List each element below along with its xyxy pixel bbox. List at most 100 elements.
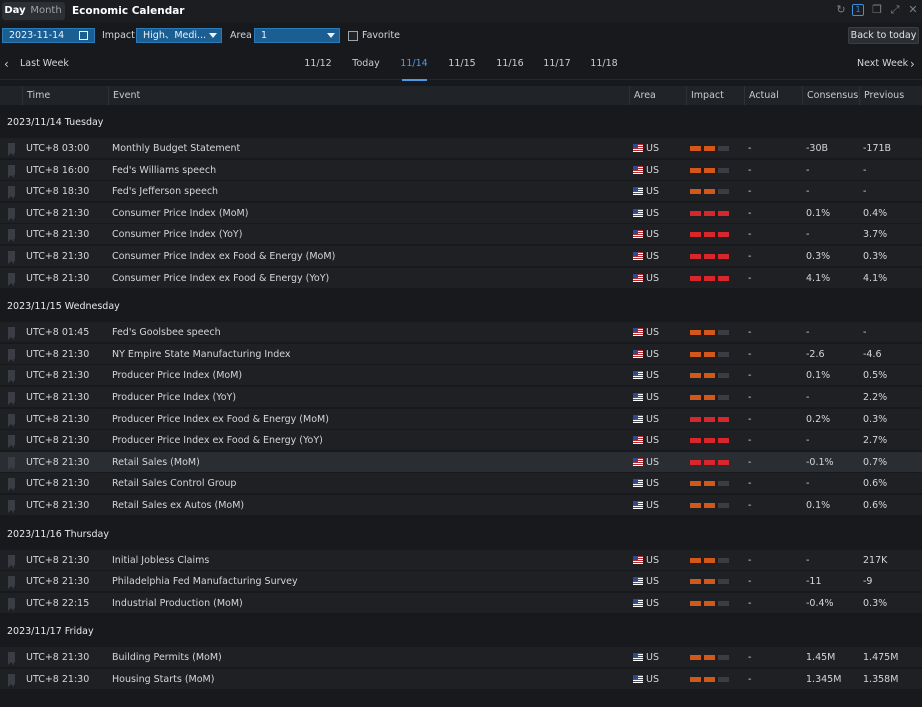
back-to-today-button[interactable]: Back to today (848, 27, 919, 44)
area-code: US (646, 554, 659, 566)
close-icon[interactable]: ✕ (908, 3, 918, 16)
column-header-area[interactable]: Area (629, 86, 686, 105)
actual-value: - (748, 207, 752, 219)
date-group-title: 2023/11/16 Thursday (7, 528, 109, 540)
table-row[interactable]: UTC+8 01:45 Fed's Goolsbee speech - - - US (0, 322, 922, 344)
bookmark-icon[interactable] (8, 576, 15, 590)
day-tab[interactable]: 11/12 (304, 58, 332, 69)
day-tab[interactable]: 11/17 (543, 58, 571, 69)
bookmark-icon[interactable] (8, 186, 15, 200)
bookmark-icon[interactable] (8, 652, 15, 666)
day-tab[interactable]: Today (352, 58, 380, 69)
event-name: Retail Sales ex Autos (MoM) (112, 500, 245, 511)
last-week-link[interactable]: Last Week (20, 58, 69, 69)
bookmark-icon[interactable] (8, 251, 15, 264)
day-tab[interactable]: 11/18 (590, 58, 618, 69)
table-row[interactable]: UTC+8 21:30 NY Empire State Manufacturing… (0, 343, 922, 365)
bookmark-icon[interactable] (8, 674, 15, 687)
date-picker[interactable]: 2023-11-14 (2, 28, 95, 43)
event-time: UTC+8 21:30 (26, 251, 90, 262)
table-row[interactable]: UTC+8 21:30 Producer Price Index ex Food … (0, 408, 922, 430)
restore-window-icon[interactable]: ❐ (872, 3, 882, 16)
table-row[interactable]: UTC+8 21:30 Consumer Price Index ex Food … (0, 246, 922, 267)
column-header-previous[interactable]: Previous (859, 86, 922, 105)
impact-bar (690, 557, 701, 563)
next-week-link[interactable]: Next Week (857, 58, 909, 69)
tab-month[interactable]: Month (30, 5, 62, 16)
impact-bar (704, 438, 715, 444)
table-row[interactable]: UTC+8 21:30 Consumer Price Index (YoY) - - 3… (0, 224, 922, 246)
date-value: 2023-11-14 (9, 30, 65, 41)
previous-value: 2.2% (863, 392, 888, 403)
bookmark-icon[interactable] (8, 554, 15, 568)
bookmark-icon[interactable] (8, 456, 15, 470)
tab-day[interactable]: Day (4, 5, 26, 16)
us-flag-icon (633, 252, 643, 260)
event-name: Philadelphia Fed Manufacturing Survey (112, 576, 298, 588)
bookmark-icon[interactable] (8, 348, 15, 362)
actual-value: - (748, 229, 752, 241)
bookmark-icon[interactable] (8, 597, 15, 611)
table-row[interactable]: UTC+8 21:30 Philadelphia Fed Manufacturin… (0, 571, 922, 593)
day-tab[interactable]: 11/15 (448, 58, 476, 69)
area-code: US (646, 348, 659, 360)
bookmark-icon[interactable] (8, 207, 15, 221)
table-row[interactable]: UTC+8 22:15 Industrial Production (MoM) - -… (0, 592, 922, 614)
favorite-checkbox[interactable] (348, 31, 358, 41)
table-row[interactable]: UTC+8 21:30 Retail Sales (MoM) - -0.1% 0.7% U… (0, 451, 922, 473)
impact-bar (718, 481, 729, 487)
table-row[interactable]: UTC+8 21:30 Producer Price Index (MoM) - 0.… (0, 365, 922, 387)
bookmark-icon[interactable] (8, 143, 15, 156)
refresh-icon[interactable]: ↻ (836, 3, 846, 16)
bookmark-icon[interactable] (8, 413, 15, 427)
chevron-left-icon[interactable]: ‹ (4, 57, 9, 71)
impact-select[interactable]: High、Medi... (136, 28, 222, 43)
favorite-label[interactable]: Favorite (362, 30, 400, 41)
us-flag-icon (633, 555, 643, 564)
bookmark-icon[interactable] (8, 435, 15, 449)
previous-value: -4.6 (863, 348, 882, 360)
bookmark-icon[interactable] (8, 229, 15, 243)
us-flag-icon (633, 187, 643, 196)
bookmark-icon[interactable] (8, 272, 15, 286)
active-day-indicator (402, 79, 427, 81)
table-row[interactable]: UTC+8 18:30 Fed's Jefferson speech - - - US (0, 181, 922, 203)
table-row[interactable]: UTC+8 21:30 Producer Price Index (YoY) - - 2… (0, 387, 922, 408)
column-header-consensus[interactable]: Consensus (802, 86, 859, 105)
table-row[interactable]: UTC+8 21:30 Consumer Price Index ex Food … (0, 267, 922, 289)
chevron-right-icon[interactable]: › (910, 57, 915, 71)
bookmark-icon[interactable] (8, 370, 15, 384)
impact-bar (704, 189, 715, 195)
column-header-event[interactable]: Event (108, 86, 629, 105)
table-row[interactable]: UTC+8 21:30 Retail Sales ex Autos (MoM) - 0… (0, 495, 922, 516)
column-header-actual[interactable]: Actual (744, 86, 802, 105)
actual-value: - (748, 576, 752, 588)
table-row[interactable]: UTC+8 21:30 Building Permits (MoM) - 1.45M 1… (0, 647, 922, 669)
bookmark-icon[interactable] (8, 327, 15, 341)
actual-value: - (748, 597, 752, 609)
impact-bar (718, 655, 729, 661)
event-name: Producer Price Index (MoM) (112, 370, 243, 382)
table-row[interactable]: UTC+8 21:30 Retail Sales Control Group - - 0… (0, 473, 922, 495)
area-select[interactable]: 1 (254, 28, 340, 43)
bookmark-icon[interactable] (8, 392, 15, 405)
expand-icon[interactable]: ⤢ (890, 3, 900, 16)
column-header-impact[interactable]: Impact (686, 86, 744, 105)
calendar-icon[interactable] (79, 31, 88, 40)
link-group-icon[interactable]: 1 (852, 4, 864, 16)
bookmark-icon[interactable] (8, 500, 15, 513)
event-time: UTC+8 21:30 (26, 500, 90, 511)
table-row[interactable]: UTC+8 16:00 Fed's Williams speech - - - US (0, 159, 922, 181)
impact-bar (718, 232, 729, 238)
table-row[interactable]: UTC+8 21:30 Producer Price Index ex Food … (0, 430, 922, 452)
table-row[interactable]: UTC+8 21:30 Consumer Price Index (MoM) - 0.… (0, 202, 922, 224)
bookmark-icon[interactable] (8, 478, 15, 492)
impact-bar (704, 600, 715, 606)
day-tab[interactable]: 11/16 (496, 58, 524, 69)
bookmark-icon[interactable] (8, 164, 15, 178)
day-tab[interactable]: 11/14 (400, 58, 428, 69)
table-row[interactable]: UTC+8 21:30 Initial Jobless Claims - - 217K U… (0, 549, 922, 571)
table-row[interactable]: UTC+8 21:30 Housing Starts (MoM) - 1.345M 1.… (0, 669, 922, 690)
column-header-time[interactable]: Time (22, 86, 108, 105)
table-row[interactable]: UTC+8 03:00 Monthly Budget Statement - -30B… (0, 138, 922, 159)
